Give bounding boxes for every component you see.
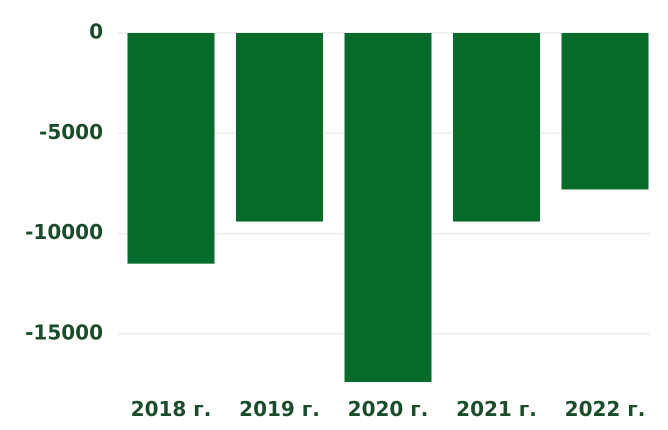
bar-2018 (127, 33, 215, 264)
x-category-label: 2019 г. (239, 397, 320, 421)
x-category-label: 2021 г. (456, 397, 537, 421)
y-tick-label: 0 (89, 20, 103, 44)
y-tick-label: -10000 (25, 220, 103, 244)
bars (127, 33, 649, 382)
x-category-label: 2018 г. (131, 397, 212, 421)
y-tick-label: -15000 (25, 320, 103, 344)
bar-2019 (236, 33, 323, 222)
y-tick-label: -5000 (39, 120, 103, 144)
bar-2021 (453, 33, 540, 222)
x-category-label: 2022 г. (565, 397, 646, 421)
x-category-label: 2020 г. (348, 397, 429, 421)
x-axis-category-labels: 2018 г. 2019 г. 2020 г. 2021 г. 2022 г. (131, 397, 646, 421)
bar-2022 (561, 33, 649, 190)
bar-2020 (344, 33, 432, 382)
y-axis-tick-labels: 0 -5000 -10000 -15000 (25, 20, 103, 345)
